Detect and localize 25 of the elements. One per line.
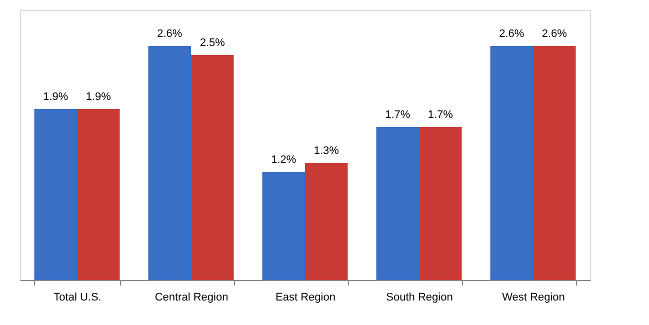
x-tick-label: Total U.S. (54, 292, 102, 304)
x-tick-label: South Region (386, 292, 453, 304)
data-label: 2.6% (157, 28, 182, 40)
data-label: 1.9% (86, 91, 112, 103)
bar (490, 46, 533, 280)
bar (533, 46, 576, 280)
data-label: 2.6% (542, 28, 568, 40)
data-label: 1.7% (428, 109, 454, 121)
bar (34, 109, 77, 280)
bar (419, 127, 462, 280)
bar (376, 127, 419, 280)
bar (191, 55, 234, 280)
data-label: 1.9% (43, 91, 68, 103)
bar (148, 46, 191, 280)
data-label: 1.2% (271, 154, 296, 166)
x-tick-label: Central Region (154, 292, 228, 304)
data-label: 2.6% (499, 28, 524, 40)
data-label: 1.7% (385, 109, 410, 121)
bar (305, 163, 348, 280)
bar (77, 109, 120, 280)
bar (262, 172, 305, 280)
x-tick-label: West Region (502, 292, 565, 304)
data-label: 1.3% (314, 145, 340, 157)
x-tick-label: East Region (276, 292, 336, 304)
data-label: 2.5% (200, 37, 226, 49)
